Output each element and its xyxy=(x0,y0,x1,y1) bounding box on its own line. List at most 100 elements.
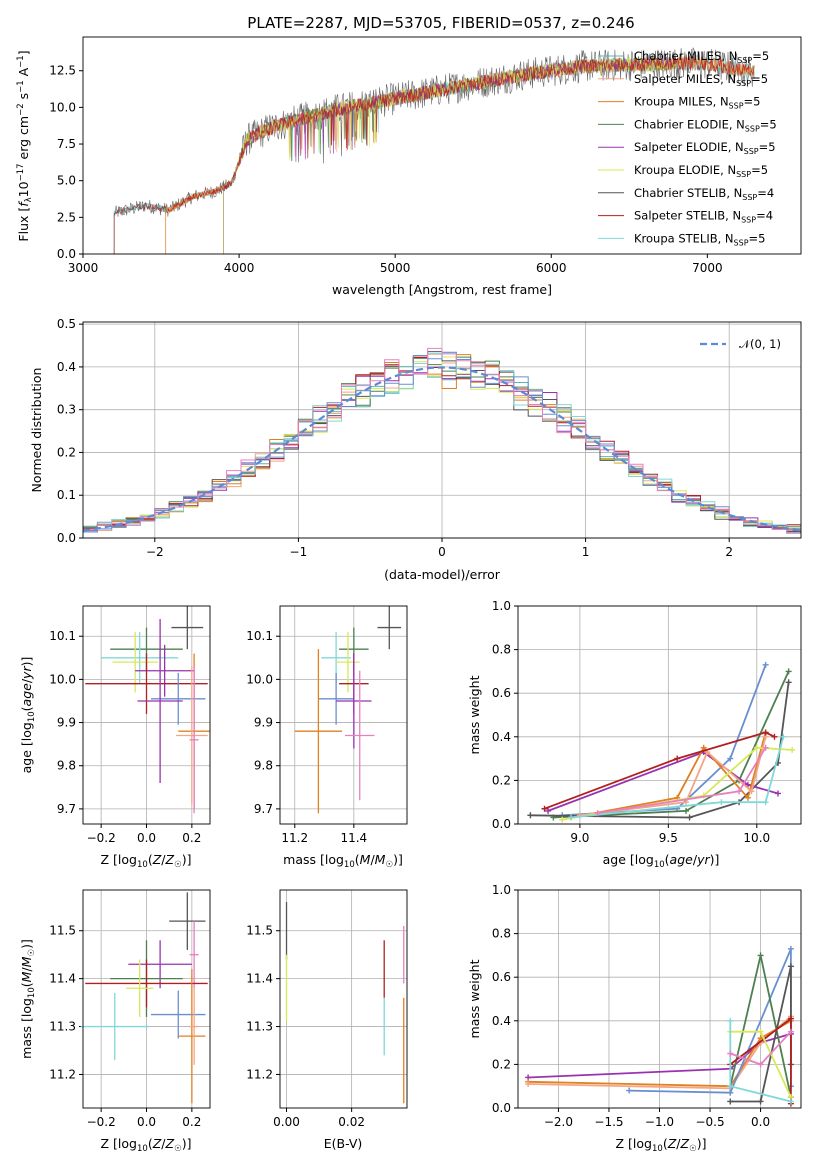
y-tick-label: 0.4 xyxy=(492,730,511,744)
mass-vs-metallicity-panel: −0.2 0.0 0.2 11.2 11.3 11.4 11.5 xyxy=(49,889,211,1129)
weight-point xyxy=(727,1050,734,1057)
x-tick-label: 0.0 xyxy=(751,1115,770,1129)
mass-vs-ebv-panel: 0.00 0.02 11.2 11.3 11.4 11.5 xyxy=(246,889,408,1129)
y-tick-label: 7.5 xyxy=(57,137,76,151)
legend-entry: Salpeter STELIB, NSSP=4 xyxy=(634,209,773,225)
weight-point xyxy=(736,788,743,795)
y-tick-label: 11.2 xyxy=(49,1067,76,1081)
y-tick-label: 11.4 xyxy=(49,972,76,986)
y-tick-label: 11.5 xyxy=(49,924,76,938)
y-tick-label: 12.5 xyxy=(49,64,76,78)
wZ-xlabel: Z [log10(Z/Z☉)] xyxy=(616,1136,707,1154)
gaussian-legend-label: 𝒩(0, 1) xyxy=(739,337,781,351)
x-tick-label: 11.2 xyxy=(281,831,308,845)
y-tick-label: 0.8 xyxy=(492,927,511,941)
weight-point xyxy=(727,1017,734,1024)
y-tick-label: 9.7 xyxy=(254,802,273,816)
x-tick-label: 11.4 xyxy=(340,831,367,845)
y-tick-label: 0.4 xyxy=(492,1014,511,1028)
spectrum-panel: 3000 4000 5000 6000 7000 0.0 2.5 5.0 7.5 10.0 12.5… xyxy=(16,36,802,297)
x-tick-label: 2 xyxy=(725,545,733,559)
y-tick-label: 9.9 xyxy=(57,716,76,730)
panel-frame xyxy=(279,605,408,825)
weight-point xyxy=(744,794,751,801)
x-tick-label: −0.5 xyxy=(695,1115,724,1129)
y-tick-label: 0.4 xyxy=(57,360,76,374)
legend-entry: Chabrier MILES, NSSP=5 xyxy=(634,49,769,65)
weight-vs-metallicity-panel: −2.0 −1.5 −1.0 −0.5 0.0 0.0 0.2 0.4 0.6 0.8 1.0 xyxy=(492,883,802,1129)
residual-axes: −2 −1 0 1 2 0.0 0.1 0.2 0.3 0.4 0.5 xyxy=(57,317,733,559)
y-tick-label: 10.1 xyxy=(246,629,273,643)
weight-point xyxy=(527,812,534,819)
x-tick-label: 0.00 xyxy=(273,1115,300,1129)
y-tick-label: 9.9 xyxy=(254,716,273,730)
legend-entry: Salpeter ELODIE, NSSP=5 xyxy=(634,140,776,156)
y-tick-label: 11.2 xyxy=(246,1067,273,1081)
weight-point xyxy=(568,814,575,821)
weight-point xyxy=(787,945,794,952)
weight-series xyxy=(730,966,792,1103)
residual-xlabel: (data-model)/error xyxy=(384,567,501,582)
y-tick-label: 0.6 xyxy=(492,970,511,984)
weight-point xyxy=(789,746,796,753)
y-tick-label: 10.0 xyxy=(246,672,273,686)
y-tick-label: 11.5 xyxy=(246,924,273,938)
y-tick-label: 0.8 xyxy=(492,643,511,657)
spectrum-legend: Chabrier MILES, NSSP=5 Salpeter MILES, NS… xyxy=(598,49,777,247)
weight-point xyxy=(525,1081,532,1088)
panel-frame xyxy=(279,889,408,1109)
weight-point xyxy=(727,1089,734,1096)
weight-point xyxy=(757,952,764,959)
x-tick-label: −2 xyxy=(146,545,164,559)
weight-point xyxy=(775,790,782,797)
weight-point xyxy=(626,1087,633,1094)
x-tick-label: 6000 xyxy=(536,261,567,275)
x-tick-label: −2.0 xyxy=(544,1115,573,1129)
legend-entry: Kroupa STELIB, NSSP=5 xyxy=(634,231,765,247)
weight-point xyxy=(787,1015,794,1022)
y-tick-label: 0.3 xyxy=(57,403,76,417)
spectrum-axes: 3000 4000 5000 6000 7000 0.0 2.5 5.0 7.5 10.0 12.5 xyxy=(49,64,722,275)
spectrum-series xyxy=(113,55,755,254)
residual-histogram xyxy=(83,366,801,532)
wAge-xlabel: age [log10(age/yr)] xyxy=(603,852,720,870)
y-tick-label: 0.1 xyxy=(57,488,76,502)
weight-point xyxy=(785,679,792,686)
panel-frame xyxy=(82,889,211,1109)
x-tick-label: 5000 xyxy=(380,261,411,275)
legend-entry: Chabrier ELODIE, NSSP=5 xyxy=(634,117,777,133)
y-tick-label: 10.0 xyxy=(49,672,76,686)
y-tick-label: 0.0 xyxy=(492,1101,511,1115)
panel-frame xyxy=(517,889,802,1109)
y-tick-label: 0.6 xyxy=(492,686,511,700)
weight-point xyxy=(785,668,792,675)
massZ-xlabel: Z [log10(Z/Z☉)] xyxy=(101,1136,192,1154)
spectrum-series xyxy=(223,56,677,254)
wAge-ylabel: mass weight xyxy=(467,675,482,754)
x-tick-label: 0.2 xyxy=(182,831,201,845)
weight-point xyxy=(727,755,734,762)
wZ-ylabel: mass weight xyxy=(467,959,482,1038)
weight-vs-age-panel: 9.0 9.5 10.0 0.0 0.2 0.4 0.6 0.8 1.0 xyxy=(492,599,802,845)
x-tick-label: 0.2 xyxy=(182,1115,201,1129)
weight-point xyxy=(718,799,725,806)
age-vs-metallicity-panel: −0.2 0.0 0.2 9.7 9.8 9.9 10.0 10.1 xyxy=(49,605,211,845)
legend-entry: Kroupa MILES, NSSP=5 xyxy=(634,95,760,111)
weight-point xyxy=(787,963,794,970)
massE-xlabel: E(B-V) xyxy=(324,1136,363,1151)
spectrum-xlabel: wavelength [Angstrom, rest frame] xyxy=(332,282,552,297)
y-tick-label: 1.0 xyxy=(492,883,511,897)
weight-series xyxy=(571,736,785,819)
weight-point xyxy=(727,1083,734,1090)
x-tick-label: 10.0 xyxy=(743,831,770,845)
panel-frame xyxy=(517,605,802,825)
y-tick-label: 9.8 xyxy=(254,759,273,773)
spectrum-frame xyxy=(82,36,802,255)
weight-point xyxy=(762,744,769,751)
y-tick-label: 0.2 xyxy=(57,445,76,459)
y-tick-label: 0.0 xyxy=(57,531,76,545)
residual-ylabel: Normed distribution xyxy=(29,368,44,493)
weight-point xyxy=(753,744,760,751)
legend-entry: Salpeter MILES, NSSP=5 xyxy=(634,72,768,88)
